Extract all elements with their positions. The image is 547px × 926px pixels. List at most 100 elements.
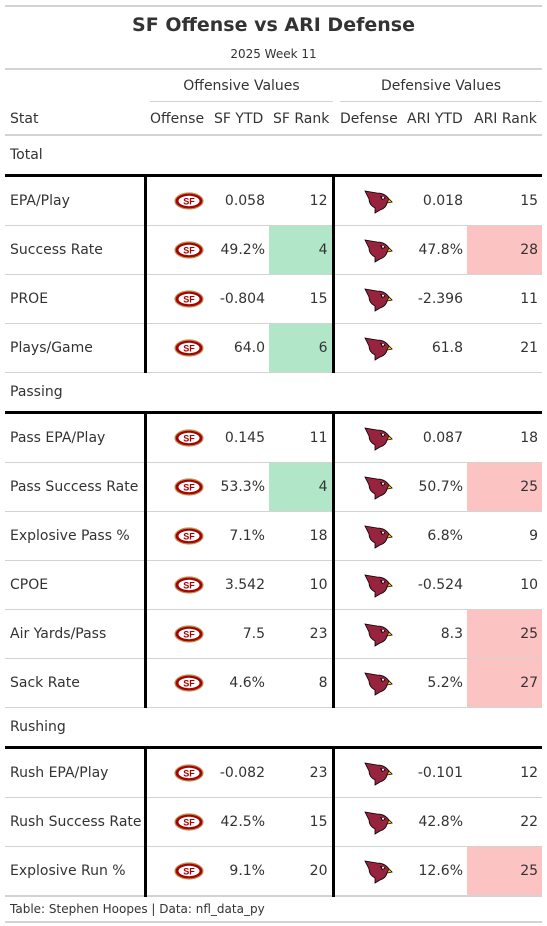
- defensive-spanner-line: [340, 101, 542, 102]
- table-row: Pass EPA/Play SF 0.145 11 0.087 18: [5, 412, 543, 463]
- sf-rank-value: 12: [269, 175, 333, 226]
- ari-cardinals-logo-icon: [364, 337, 393, 361]
- ari-ytd-value: 0.087: [397, 412, 467, 463]
- col-header-sf-rank: SF Rank: [273, 111, 330, 127]
- sf-ytd-value: 49.2%: [208, 225, 269, 275]
- stats-grid: Total EPA/Play SF 0.058 12 0.018 15 Success Rat…: [5, 136, 543, 897]
- svg-text:SF: SF: [183, 866, 195, 876]
- sf-rank-value: 10: [269, 560, 333, 610]
- col-header-offense: Offense: [150, 111, 205, 127]
- offense-logo-cell: SF: [143, 175, 208, 226]
- offense-logo-cell: SF: [143, 225, 208, 275]
- sf-49ers-logo-icon: SF: [174, 478, 204, 496]
- sf-49ers-logo-icon: SF: [174, 527, 204, 545]
- ari-ytd-value: 42.8%: [397, 797, 467, 847]
- sf-49ers-logo-icon: SF: [174, 813, 204, 831]
- svg-text:SF: SF: [183, 580, 195, 590]
- svg-text:SF: SF: [183, 531, 195, 541]
- svg-text:SF: SF: [183, 343, 195, 353]
- defense-logo-cell: [331, 462, 397, 512]
- ari-rank-value: 25: [467, 462, 543, 512]
- table-row: Success Rate SF 49.2% 4 47.8% 28: [5, 225, 543, 275]
- table-row: Plays/Game SF 64.0 6 61.8 21: [5, 323, 543, 373]
- stat-label: Air Yards/Pass: [5, 609, 145, 659]
- sf-rank-value: 15: [269, 274, 333, 324]
- ari-cardinals-logo-icon: [364, 672, 393, 696]
- sf-rank-value: 8: [269, 658, 333, 708]
- ari-cardinals-logo-icon: [364, 860, 393, 884]
- table-title: SF Offense vs ARI Defense: [132, 14, 415, 36]
- offensive-values-spanner: Offensive Values: [183, 78, 300, 94]
- defense-logo-cell: [331, 323, 397, 373]
- stat-label: Sack Rate: [5, 658, 145, 708]
- header-rule: [5, 68, 542, 70]
- sf-49ers-logo-icon: SF: [174, 764, 204, 782]
- defense-logo-cell: [331, 175, 397, 226]
- offense-logo-cell: SF: [143, 323, 208, 373]
- svg-text:SF: SF: [183, 196, 195, 206]
- ari-ytd-value: -0.524: [397, 560, 467, 610]
- svg-text:SF: SF: [183, 294, 195, 304]
- col-header-sf-ytd: SF YTD: [214, 111, 264, 127]
- defense-logo-cell: [331, 225, 397, 275]
- sf-ytd-value: 4.6%: [208, 658, 269, 708]
- svg-text:SF: SF: [183, 245, 195, 255]
- ari-ytd-value: 0.018: [397, 175, 467, 226]
- col-header-stat: Stat: [10, 111, 39, 127]
- svg-text:SF: SF: [183, 678, 195, 688]
- col-header-defense: Defense: [340, 111, 398, 127]
- table-row: Explosive Run % SF 9.1% 20 12.6% 25: [5, 846, 543, 897]
- svg-text:SF: SF: [183, 433, 195, 443]
- sf-49ers-logo-icon: SF: [174, 241, 204, 259]
- row-group-label: Total: [5, 136, 543, 177]
- ari-ytd-value: -0.101: [397, 747, 467, 798]
- column-header-rule: [5, 134, 542, 136]
- defensive-values-spanner: Defensive Values: [380, 78, 502, 94]
- table-row: EPA/Play SF 0.058 12 0.018 15: [5, 175, 543, 226]
- stat-label: Rush EPA/Play: [5, 747, 145, 798]
- defense-logo-cell: [331, 658, 397, 708]
- sf-49ers-logo-icon: SF: [174, 862, 204, 880]
- table-row: Sack Rate SF 4.6% 8 5.2% 27: [5, 658, 543, 708]
- sf-ytd-value: 0.145: [208, 412, 269, 463]
- sf-rank-value: 11: [269, 412, 333, 463]
- sf-49ers-logo-icon: SF: [174, 576, 204, 594]
- ari-cardinals-logo-icon: [364, 476, 393, 500]
- sf-rank-value: 18: [269, 511, 333, 561]
- ari-rank-value: 21: [467, 323, 543, 373]
- offensive-spanner-line: [150, 101, 333, 102]
- svg-text:SF: SF: [183, 482, 195, 492]
- stat-label: Pass EPA/Play: [5, 412, 145, 463]
- defense-logo-cell: [331, 274, 397, 324]
- table-source-note: Table: Stephen Hoopes | Data: nfl_data_p…: [10, 902, 265, 916]
- ari-ytd-value: 8.3: [397, 609, 467, 659]
- defense-logo-cell: [331, 846, 397, 897]
- offense-logo-cell: SF: [143, 511, 208, 561]
- table-row: Rush Success Rate SF 42.5% 15 42.8% 22: [5, 797, 543, 847]
- table-row: PROE SF -0.804 15 -2.396 11: [5, 274, 543, 324]
- svg-text:SF: SF: [183, 629, 195, 639]
- ari-cardinals-logo-icon: [364, 525, 393, 549]
- ari-ytd-value: 5.2%: [397, 658, 467, 708]
- ari-cardinals-logo-icon: [364, 623, 393, 647]
- table-row: Air Yards/Pass SF 7.5 23 8.3 25: [5, 609, 543, 659]
- sf-49ers-logo-icon: SF: [174, 192, 204, 210]
- offense-logo-cell: SF: [143, 274, 208, 324]
- ari-cardinals-logo-icon: [364, 427, 393, 451]
- offense-logo-cell: SF: [143, 797, 208, 847]
- sf-ytd-value: 64.0: [208, 323, 269, 373]
- defense-logo-cell: [331, 797, 397, 847]
- offense-logo-cell: SF: [143, 846, 208, 897]
- offense-logo-cell: SF: [143, 462, 208, 512]
- ari-rank-value: 9: [467, 511, 543, 561]
- sf-rank-value: 23: [269, 747, 333, 798]
- ari-rank-value: 22: [467, 797, 543, 847]
- table-row: Rush EPA/Play SF -0.082 23 -0.101 12: [5, 747, 543, 798]
- defense-logo-cell: [331, 747, 397, 798]
- table-subtitle: 2025 Week 11: [230, 47, 317, 61]
- ari-ytd-value: -2.396: [397, 274, 467, 324]
- col-header-ari-ytd: ARI YTD: [407, 111, 463, 127]
- stat-label: EPA/Play: [5, 175, 145, 226]
- offense-logo-cell: SF: [143, 560, 208, 610]
